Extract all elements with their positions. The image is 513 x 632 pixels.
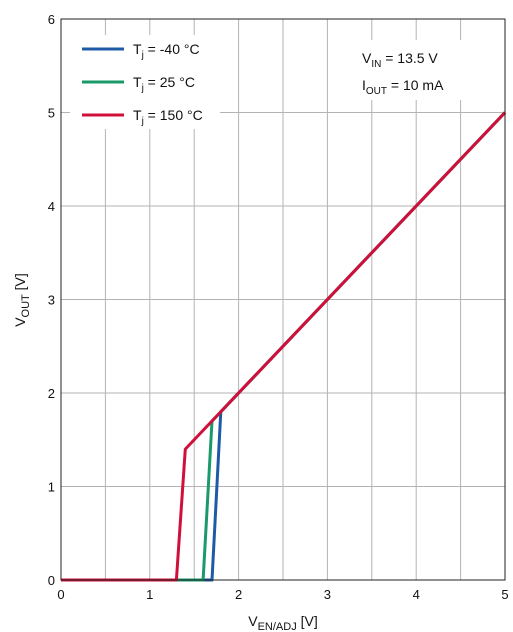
test-conditions: VIN = 13.5 V IOUT = 10 mA <box>352 40 472 100</box>
x-axis-label: VEN/ADJ [V] <box>248 613 317 632</box>
x-tick-label: 2 <box>235 587 242 602</box>
y-tick-label: 6 <box>48 12 55 27</box>
legend: Tj = -40 °C Tj = 25 °C Tj = 150 °C <box>70 35 220 129</box>
y-tick-label: 0 <box>48 573 55 588</box>
legend-label-tj-150: Tj = 150 °C <box>133 107 203 127</box>
y-tick-label: 1 <box>48 480 55 495</box>
y-axis-label-main: V <box>12 317 28 327</box>
y-tick-labels: 0 1 2 3 4 5 6 <box>48 12 55 588</box>
condition-iout: IOUT = 10 mA <box>362 77 444 97</box>
condition-vin: VIN = 13.5 V <box>362 50 438 70</box>
y-axis-label-sub: OUT <box>20 294 32 318</box>
test-conditions-box <box>352 40 472 100</box>
x-axis-label-main: V <box>248 613 258 629</box>
y-axis-label: VOUT [V] <box>12 273 32 327</box>
legend-label-tj-minus40: Tj = -40 °C <box>133 41 200 61</box>
y-axis-label-unit: [V] <box>12 273 28 294</box>
y-tick-label: 5 <box>48 106 55 121</box>
x-tick-label: 3 <box>324 587 331 602</box>
x-tick-label: 4 <box>413 587 420 602</box>
x-axis-label-sub: EN/ADJ <box>258 621 297 632</box>
plot-frame <box>60 18 506 581</box>
x-axis-label-unit: [V] <box>297 613 318 629</box>
x-tick-label: 5 <box>501 587 508 602</box>
x-tick-label: 0 <box>57 587 64 602</box>
y-tick-label: 3 <box>48 293 55 308</box>
y-tick-label: 4 <box>48 199 55 214</box>
x-tick-labels: 0 1 2 3 4 5 <box>57 587 508 602</box>
y-tick-label: 2 <box>48 386 55 401</box>
legend-label-tj-25: Tj = 25 °C <box>133 74 195 94</box>
x-tick-label: 1 <box>146 587 153 602</box>
